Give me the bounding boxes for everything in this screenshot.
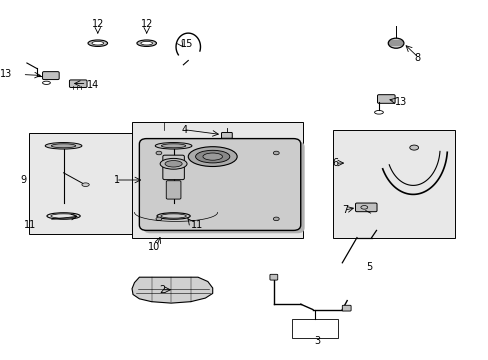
Text: 11: 11 (24, 220, 37, 230)
Bar (291, 319, 338, 338)
Text: 12: 12 (91, 19, 104, 29)
Text: 2: 2 (159, 285, 165, 295)
FancyBboxPatch shape (139, 139, 300, 230)
FancyBboxPatch shape (355, 203, 376, 212)
Ellipse shape (160, 158, 186, 169)
Text: 1: 1 (113, 175, 120, 185)
Polygon shape (132, 277, 212, 303)
FancyBboxPatch shape (377, 95, 394, 103)
Text: 10: 10 (148, 242, 160, 252)
Ellipse shape (409, 145, 418, 150)
FancyBboxPatch shape (342, 305, 350, 311)
Ellipse shape (141, 41, 152, 45)
FancyBboxPatch shape (42, 72, 59, 80)
Text: 15: 15 (181, 39, 193, 49)
Text: 11: 11 (190, 220, 203, 230)
Text: 8: 8 (414, 53, 420, 63)
FancyBboxPatch shape (143, 141, 304, 233)
Bar (332, 130, 454, 238)
Bar (132, 122, 303, 238)
Text: 3: 3 (314, 336, 320, 346)
Ellipse shape (51, 144, 76, 148)
Text: 9: 9 (20, 175, 27, 185)
FancyBboxPatch shape (163, 155, 184, 180)
Ellipse shape (161, 144, 185, 148)
FancyBboxPatch shape (269, 274, 277, 280)
Ellipse shape (137, 40, 156, 46)
Text: 5: 5 (366, 262, 371, 272)
Ellipse shape (195, 150, 229, 163)
Text: 12: 12 (140, 19, 153, 29)
FancyBboxPatch shape (166, 181, 181, 199)
Ellipse shape (92, 41, 103, 45)
Ellipse shape (81, 183, 89, 186)
Ellipse shape (203, 153, 222, 160)
Ellipse shape (156, 217, 162, 221)
Text: 7: 7 (341, 205, 347, 215)
Ellipse shape (88, 40, 107, 46)
Bar (132, 133, 215, 234)
Text: 6: 6 (332, 158, 338, 168)
Ellipse shape (188, 147, 237, 166)
Text: 14: 14 (87, 80, 99, 90)
Text: 13: 13 (0, 69, 12, 79)
Text: 13: 13 (394, 96, 407, 107)
FancyBboxPatch shape (221, 132, 232, 138)
Bar (29, 133, 132, 234)
Ellipse shape (273, 151, 279, 155)
FancyBboxPatch shape (69, 80, 87, 87)
Ellipse shape (45, 143, 82, 149)
Ellipse shape (273, 217, 279, 221)
Ellipse shape (387, 38, 403, 48)
Text: 4: 4 (181, 125, 187, 135)
Ellipse shape (156, 151, 162, 155)
Ellipse shape (164, 161, 182, 167)
Ellipse shape (155, 143, 192, 149)
